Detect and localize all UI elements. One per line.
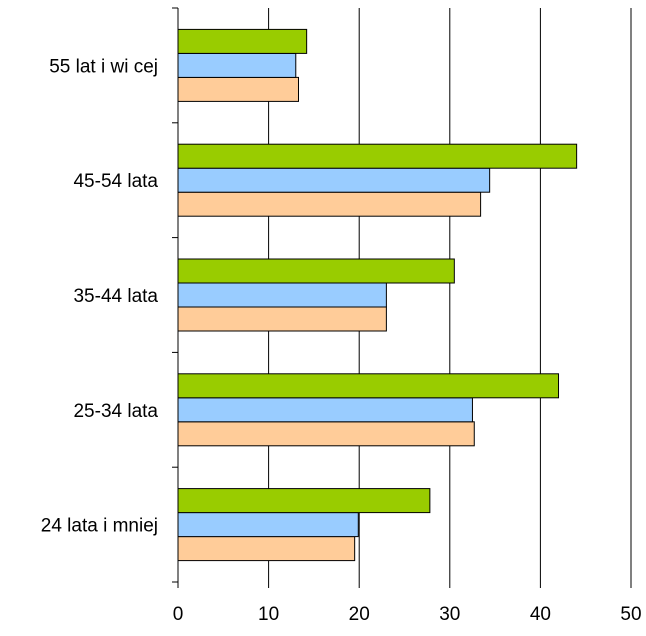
bars — [177, 28, 578, 562]
bar — [177, 282, 387, 308]
x-tick-label: 30 — [439, 604, 460, 625]
bar — [177, 258, 455, 284]
bar — [177, 76, 299, 102]
bar — [177, 167, 491, 193]
axes — [172, 7, 632, 588]
x-tick-label: 50 — [620, 604, 641, 625]
x-tick-label: 20 — [349, 604, 370, 625]
bar — [177, 397, 473, 423]
bar — [177, 306, 387, 332]
bar — [177, 421, 475, 447]
bar — [177, 512, 359, 538]
bar — [177, 488, 431, 514]
bar — [177, 191, 482, 217]
labels: 0 10 20 30 40 50 24 lata i mniej 25-34 lata 35-4… — [41, 56, 642, 625]
bar — [177, 373, 560, 399]
bar — [177, 143, 578, 169]
bar — [177, 52, 297, 78]
category-label: 24 lata i mniej — [41, 516, 158, 537]
x-tick-label: 0 — [173, 604, 184, 625]
category-label: 35-44 lata — [73, 286, 158, 307]
category-label: 55 lat i wi cej — [49, 56, 158, 77]
bar — [177, 28, 308, 54]
x-tick-label: 40 — [530, 604, 551, 625]
category-label: 25-34 lata — [73, 401, 158, 422]
x-tick-label: 10 — [258, 604, 279, 625]
category-label: 45-54 lata — [73, 171, 158, 192]
gridlines — [268, 8, 632, 582]
bar — [177, 536, 356, 562]
